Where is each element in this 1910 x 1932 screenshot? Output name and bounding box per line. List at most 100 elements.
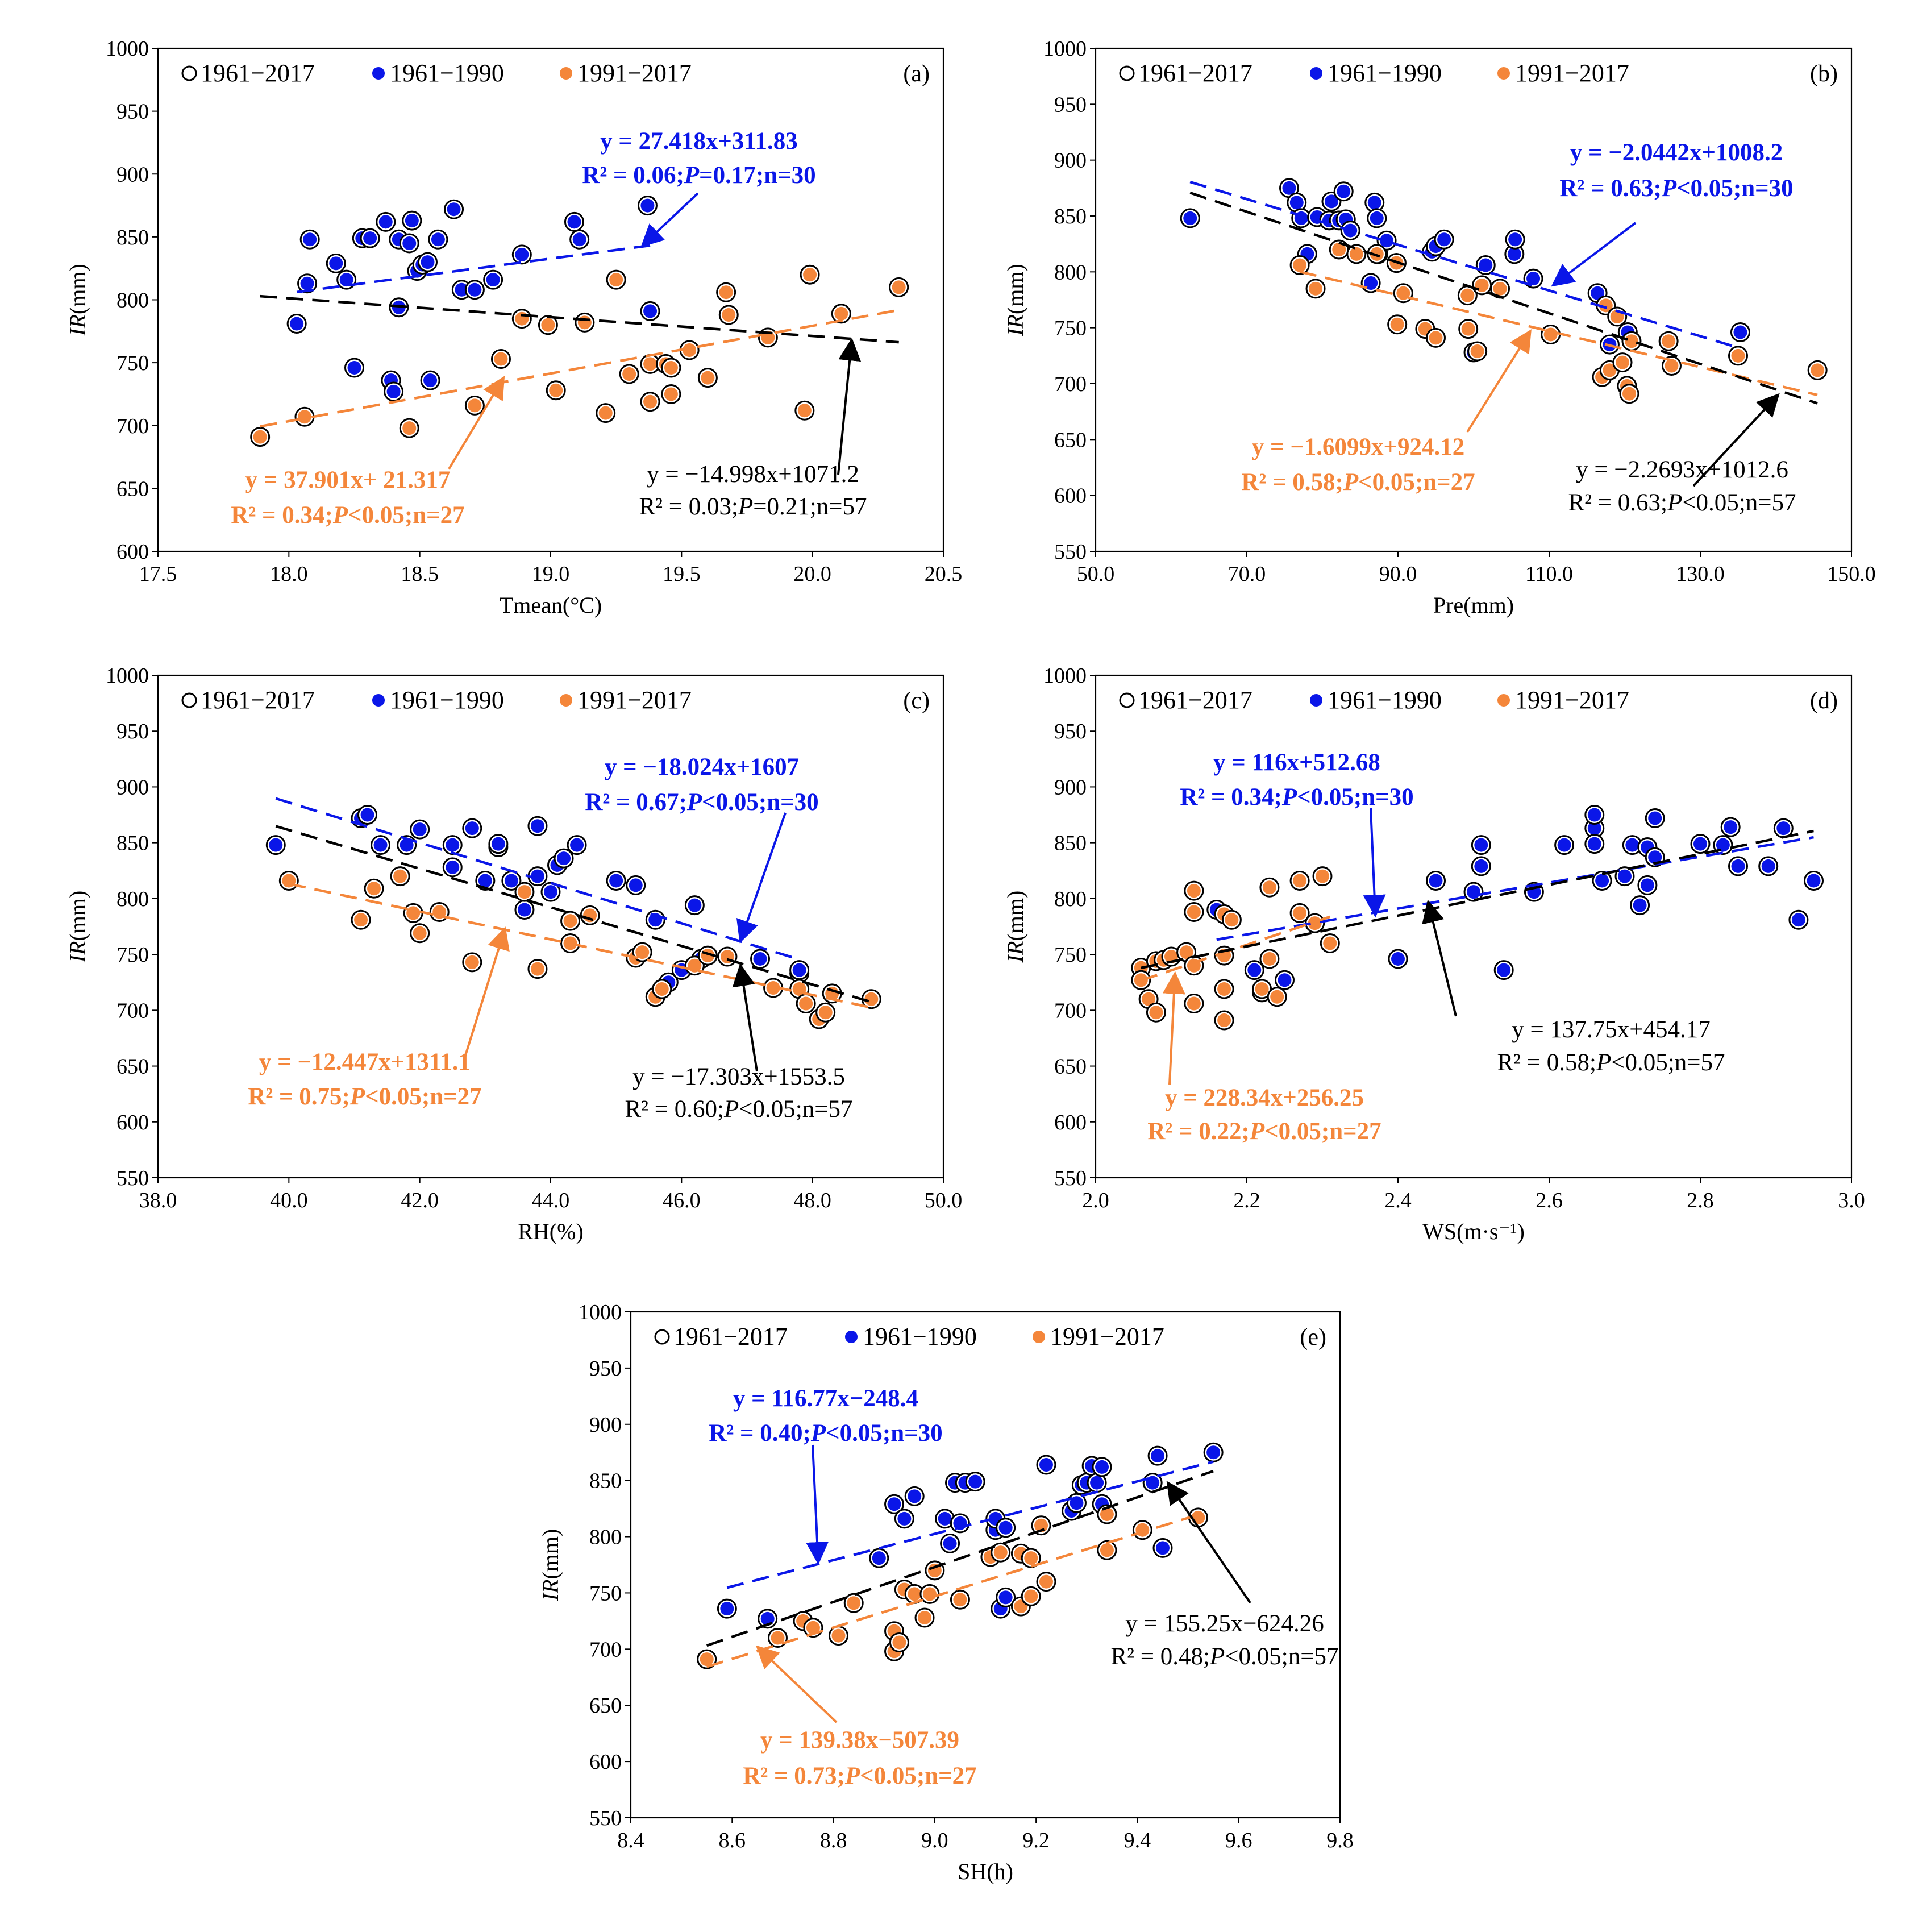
equation-orange: y = 37.901x+ 21.317 [245, 467, 451, 493]
point-orange [1217, 1013, 1231, 1028]
point-orange [864, 992, 879, 1006]
point-blue [572, 232, 586, 247]
point-orange [1543, 327, 1558, 342]
point-blue [998, 1520, 1013, 1535]
point-blue [1507, 247, 1521, 261]
point-blue [1591, 286, 1605, 300]
legend-label-all: 1961−2017 [1138, 59, 1252, 87]
x-tick-label: 40.0 [270, 1189, 308, 1212]
point-blue [1324, 194, 1338, 209]
legend-label-p1: 1961−1990 [1328, 59, 1442, 87]
point-blue [1095, 1460, 1109, 1474]
point-orange [892, 280, 906, 294]
point-orange [1665, 359, 1679, 373]
point-orange [1100, 1507, 1114, 1521]
y-tick-label: 950 [1054, 93, 1087, 117]
y-tick-label: 800 [116, 887, 149, 911]
point-orange [517, 885, 531, 899]
point-orange [831, 1628, 846, 1643]
point-orange [953, 1593, 967, 1607]
point-orange [799, 996, 813, 1011]
point-orange [635, 945, 650, 959]
point-orange [1293, 874, 1307, 888]
y-tick-label: 850 [116, 226, 149, 250]
y-tick-label: 600 [589, 1750, 622, 1774]
point-blue [1474, 838, 1488, 852]
trend-line-blue [726, 1460, 1214, 1589]
point-orange [1316, 869, 1329, 883]
point-blue [720, 1602, 734, 1616]
trend-line-black [1189, 192, 1818, 405]
points [250, 196, 909, 447]
y-tick-label: 700 [589, 1638, 622, 1661]
point-blue [1474, 859, 1488, 873]
point-orange [1262, 952, 1276, 966]
point-blue [300, 276, 314, 290]
point-blue [1731, 859, 1745, 873]
y-tick-label: 750 [1054, 943, 1087, 967]
y-tick-label: 600 [116, 540, 149, 564]
panel-label: (d) [1810, 688, 1838, 714]
r2-blue: R² = 0.63;P<0.05;n=30 [1559, 175, 1793, 202]
point-orange [1493, 281, 1507, 296]
point-orange [354, 913, 368, 927]
y-tick-label: 550 [116, 1166, 149, 1190]
point-orange [1323, 936, 1337, 950]
arrow-black [732, 963, 758, 1072]
point-orange [700, 1652, 714, 1667]
point-blue [1151, 1449, 1165, 1463]
x-tick-label: 2.0 [1082, 1189, 1109, 1212]
y-tick-label: 950 [1054, 720, 1087, 743]
legend-marker-p1 [1309, 693, 1324, 708]
y-axis-label-italic: IR [65, 941, 90, 963]
point-orange [1142, 992, 1156, 1006]
point-orange [806, 1621, 820, 1635]
legend-marker-p2 [1496, 66, 1511, 81]
point-blue [1367, 196, 1381, 210]
x-tick-label: 9.6 [1225, 1829, 1252, 1852]
legend-marker-p2 [1031, 1329, 1046, 1344]
panel-label: (a) [903, 61, 930, 87]
arrow-orange [1466, 329, 1532, 433]
point-blue [968, 1474, 983, 1489]
point-orange [609, 273, 623, 287]
point-orange [664, 387, 678, 401]
point-orange [643, 357, 658, 371]
legend-label-all: 1961−2017 [201, 686, 315, 714]
point-blue [400, 838, 414, 852]
equation-black: y = −14.998x+1071.2 [647, 461, 859, 488]
point-blue [491, 837, 505, 851]
y-tick-label: 550 [589, 1806, 622, 1830]
point-orange [818, 1006, 833, 1020]
y-axis-label-unit: (mm) [538, 1529, 563, 1580]
y-tick-label: 600 [116, 1111, 149, 1135]
arrow-orange [464, 926, 510, 1058]
point-blue [938, 1511, 952, 1526]
point-orange [1624, 334, 1638, 348]
equation-black: y = −17.303x+1553.5 [632, 1063, 845, 1090]
legend-label-p1: 1961−1990 [390, 59, 504, 87]
point-blue [1247, 963, 1262, 977]
r2-blue: R² = 0.06;P=0.17;n=30 [582, 162, 815, 189]
point-blue [431, 232, 445, 247]
point-orange [655, 982, 669, 996]
y-tick-label: 700 [116, 999, 149, 1023]
r2-orange: R² = 0.22;P<0.05;n=27 [1147, 1118, 1381, 1145]
point-blue [486, 273, 500, 287]
point-blue [455, 282, 469, 297]
legend-marker-all [181, 692, 197, 708]
point-orange [803, 268, 817, 282]
legend: 1961−2017 1961−1990 1991−2017 [654, 1323, 1164, 1351]
plot-frame [1095, 674, 1853, 1179]
point-blue [1070, 1496, 1084, 1510]
point-orange [1187, 884, 1201, 898]
point-blue [998, 1590, 1013, 1605]
y-tick-label: 950 [589, 1357, 622, 1381]
legend-label-p1: 1961−1990 [390, 686, 504, 714]
point-orange [1191, 1510, 1205, 1524]
point-blue [688, 898, 702, 912]
y-tick-label: 650 [589, 1694, 622, 1718]
point-blue [1557, 838, 1571, 852]
y-tick-label: 750 [116, 943, 149, 967]
point-blue [1526, 272, 1541, 286]
